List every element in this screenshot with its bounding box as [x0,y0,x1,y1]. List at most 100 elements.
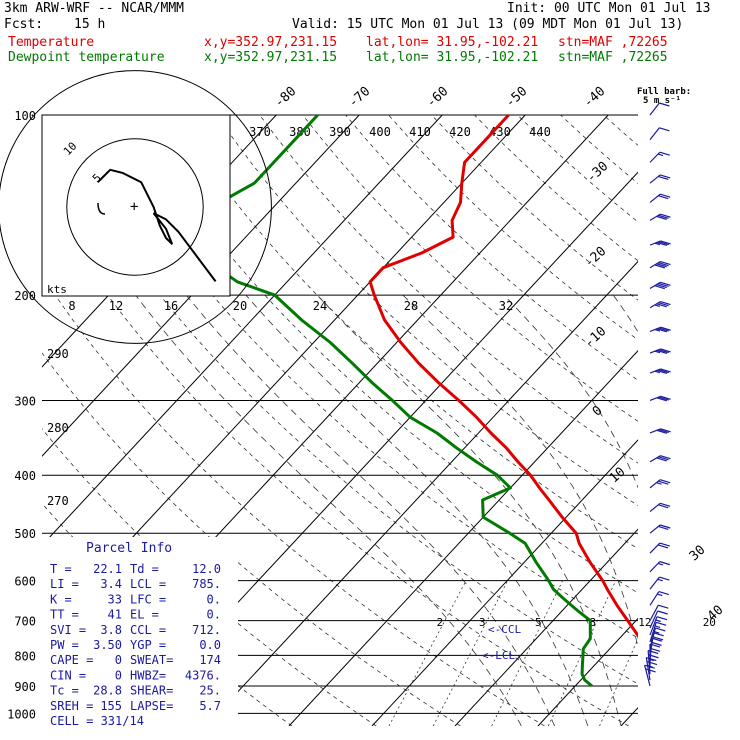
dry-adiabat [345,115,638,381]
mixing-ratio-line [667,581,727,726]
isotherm-label-0: 0 [590,403,606,419]
parcel-row: CIN = 0 HWBZ= 4376. [50,668,221,682]
dry-adiabat [42,193,629,726]
parcel-panel-bg [42,537,238,728]
parcel-row: PW = 3.50 YGP = 0.0 [50,638,221,652]
wind-barbs [644,102,671,687]
parcel-info-panel: Parcel Info T = 22.1 Td = 12.0 LI = 3.4 LCL = 7… [42,537,238,728]
mixing-ratio-top-label-12: 12 [109,299,123,313]
wind-barb [649,326,671,333]
wind-barb [649,240,671,247]
parcel-key: CAPE = [50,653,93,667]
temperature-trace [368,115,638,639]
isotherm [205,260,638,726]
dewpoint-station: stn=MAF ,72265 [558,50,668,65]
hodograph-frame [41,114,231,297]
isotherm [704,115,740,726]
pressure-label-800: 800 [14,649,36,663]
parcel-value: 0 [115,668,122,682]
theta-label-390: 390 [329,125,351,139]
hodograph-center: + [130,199,138,215]
dry-adiabat [42,274,545,726]
wind-barb [649,610,668,629]
parcel-value: 28.8 [93,684,122,698]
mixing-ratio-top-label-8: 8 [68,299,75,313]
mixing-ratio-label-20: 20 [703,616,716,629]
mixing-ratio-line [599,637,638,726]
parcel-value: 3.50 [93,638,122,652]
isotherm [620,706,638,726]
parcel-key: EL = [130,608,159,622]
parcel-key: TT = [50,608,79,622]
fcst-value: 15 h [74,17,106,32]
parcel-value: 0 [115,653,122,667]
parcel-key: HWBZ= [130,668,166,682]
parcel-value: 0. [207,608,221,622]
parcel-row: K = 33 LFC = 0. [50,592,221,606]
mixing-ratio-label-3: 3 [479,616,486,629]
parcel-key: K = [50,592,72,606]
theta-label-410: 410 [409,125,431,139]
parcel-row: SREH = 155 LAPSE= 5.7 [50,699,221,713]
parcel-value: 155 [100,699,122,713]
isotherm-label--50: -50 [503,84,530,111]
parcel-row: CAPE = 0 SWEAT= 174 [50,653,221,667]
parcel-title: Parcel Info [86,541,172,556]
dry-adiabat [689,115,740,726]
parcel-value: 4376. [185,668,221,682]
wind-barb [649,127,670,141]
wind-barb [649,502,671,513]
parcel-key: SHEAR= [130,684,173,698]
isotherm-label--70: -70 [346,84,373,111]
isotherm-label--80: -80 [272,84,299,111]
mixing-ratio-top-label-16: 16 [164,299,178,313]
parcel-key: T = [50,562,72,576]
theta-label-370: 370 [249,125,271,139]
mixing-ratio-label-5: 5 [535,616,542,629]
wind-barb [649,561,670,573]
init-time: Init: 00 UTC Mon 01 Jul 13 [507,1,711,16]
wind-barb [649,591,670,606]
wind-barb [649,616,668,636]
moist-adiabat [245,294,589,726]
wind-barb [649,455,671,463]
parcel-value: 174 [199,653,221,667]
wind-barb [649,174,671,184]
pressure-label-500: 500 [14,527,36,541]
mixing-ratio-top-label-24: 24 [313,299,327,313]
parcel-key: YGP = [130,638,166,652]
parcel-value: 22.1 [93,562,122,576]
hodograph-units: kts [47,283,67,296]
parcel-key: SREH = [50,699,93,713]
wind-barb [649,193,671,203]
isotherm-label--20: -20 [582,244,609,271]
parcel-cell: CELL = 331/14 [50,714,144,728]
theta-label-420: 420 [449,125,471,139]
mixing-ratio-label-12: 12 [638,616,651,629]
parcel-key: PW = [50,638,79,652]
wind-barb [649,395,671,402]
temperature-latlon: lat,lon= 31.95,-102.21 [366,35,539,50]
wind-barb [649,102,670,116]
mixing-ratio-line [388,580,467,726]
parcel-value: 33 [108,592,122,606]
fullbarb-label: Full barb: [637,87,691,97]
parcel-value: 0. [207,592,221,606]
fcst-label: Fcst: [4,17,44,32]
dry-adiabat [302,115,638,422]
parcel-value: 12.0 [192,562,221,576]
parcel-row: Tc = 28.8 SHEAR= 25. [50,684,221,698]
parcel-row: TT = 41 EL = 0. [50,608,221,622]
theta-left-label-270: 270 [47,494,69,508]
parcel-value: 3.8 [100,623,122,637]
parcel-key: LCL = [130,577,166,591]
parcel-row: T = 22.1 Td = 12.0 [50,562,221,576]
wind-barb [649,479,671,489]
isotherm [537,617,638,726]
moist-adiabats [135,294,638,726]
parcel-value: 0.0 [199,638,221,652]
wind-barb [649,524,671,534]
temperature-xy: x,y=352.97,231.15 [204,35,338,50]
wind-barb [649,213,671,221]
